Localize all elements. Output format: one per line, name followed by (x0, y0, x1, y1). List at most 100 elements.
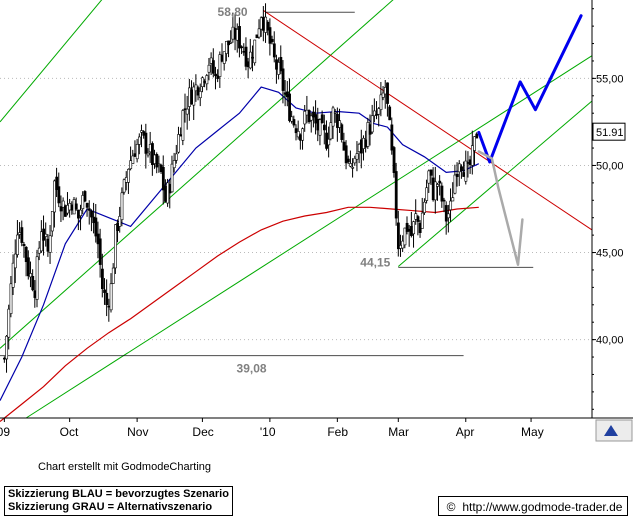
x-tick-label: Feb (327, 425, 348, 439)
candle-body (72, 199, 76, 215)
candle-body (151, 143, 154, 166)
y-tick-label: 55,00 (596, 73, 624, 85)
candle-body (329, 122, 333, 140)
candle-body (346, 158, 350, 163)
candle-body (373, 110, 376, 117)
candle-body (377, 108, 381, 115)
candle-body (299, 134, 302, 141)
candle-body (185, 108, 189, 115)
candle-body (105, 292, 109, 306)
last-price-label: 51.91 (596, 127, 624, 139)
scenario-grey-path (477, 150, 524, 266)
candle-body (420, 212, 424, 229)
copyright-icon: © (446, 500, 456, 514)
candle-body (440, 185, 444, 202)
moving-average-line (0, 206, 479, 422)
candle-body (470, 145, 474, 166)
candle-body (290, 116, 294, 122)
candle-body (407, 228, 411, 232)
candle-body (77, 209, 80, 219)
candle-body (124, 177, 128, 183)
candle-body (203, 81, 207, 83)
candle-body (301, 128, 305, 141)
candle-body (344, 145, 348, 164)
candle-body (9, 283, 13, 314)
x-tick-label: Mar (388, 425, 409, 439)
candle-body (20, 227, 24, 243)
candle-body (22, 244, 26, 246)
candle-body (312, 111, 315, 118)
source-url[interactable]: http://www.godmode-trader.de (462, 500, 623, 514)
candle-body (283, 92, 287, 95)
candle-body (466, 162, 470, 164)
candle-body (50, 211, 54, 232)
candle-body (5, 335, 9, 360)
candle-body (351, 166, 355, 169)
candle-body (164, 185, 167, 202)
chart-credit: Chart erstellt mit GodmodeCharting (38, 461, 212, 473)
candle-body (275, 59, 278, 70)
candle-body (403, 227, 407, 246)
candle-body (13, 253, 17, 269)
candle-body (59, 206, 63, 212)
candle-body (447, 213, 450, 219)
candle-body (248, 51, 252, 69)
candle-body (277, 62, 281, 75)
candle-body (63, 205, 67, 217)
candle-body (349, 163, 352, 167)
trend-line (25, 55, 593, 419)
candle-body (410, 226, 413, 236)
candle-body (166, 182, 170, 204)
candle-body (244, 46, 248, 67)
candle-body (355, 153, 359, 160)
candle-body (26, 257, 30, 277)
candle-body (392, 147, 396, 173)
candle-body (231, 26, 235, 40)
candle-body (281, 68, 285, 91)
source-link[interactable]: © http://www.godmode-trader.de (438, 496, 628, 516)
candle-body (111, 267, 115, 284)
grid-lines (0, 77, 592, 341)
candle-body (288, 93, 291, 121)
candle-body (362, 137, 365, 149)
candle-body (153, 154, 157, 164)
candle-body (135, 144, 139, 160)
x-tick-label: May (521, 425, 544, 439)
trend-line (263, 10, 593, 231)
candle-body (433, 181, 437, 201)
candle-body (103, 289, 106, 293)
candle-body (390, 124, 394, 151)
x-tick-label: Dec (192, 425, 213, 439)
candle-body (331, 107, 335, 127)
candle-body (425, 187, 429, 201)
candle-body (257, 28, 261, 38)
candle-body (438, 180, 442, 184)
candle-body (462, 172, 466, 177)
candle-body (270, 39, 274, 42)
price-annotations: 58,80 44,15 39,08 (218, 5, 391, 375)
scroll-arrow-icon[interactable] (604, 425, 618, 436)
candle-body (359, 139, 363, 154)
candle-body (303, 111, 307, 125)
candle-body (16, 234, 19, 255)
candle-body (42, 228, 46, 241)
candle-body (201, 77, 204, 87)
candle-body (357, 143, 361, 152)
candle-body (214, 73, 217, 77)
candle-body (183, 108, 187, 111)
x-tick-label: Nov (127, 425, 148, 439)
candle-body (48, 235, 52, 253)
candle-body (342, 141, 346, 151)
last-price-box (592, 122, 626, 141)
candle-body (74, 203, 78, 210)
chart-scroll-control[interactable] (595, 419, 633, 442)
candle-body (262, 16, 265, 31)
candle-body (211, 60, 215, 74)
candle-body (305, 109, 309, 116)
candle-body (314, 114, 318, 124)
legend-blue-scenario: Skizzierung BLAU = bevorzugtes Szenario (8, 488, 229, 500)
candle-body (383, 87, 387, 95)
candle-body (114, 224, 117, 269)
candle-body (473, 136, 476, 151)
